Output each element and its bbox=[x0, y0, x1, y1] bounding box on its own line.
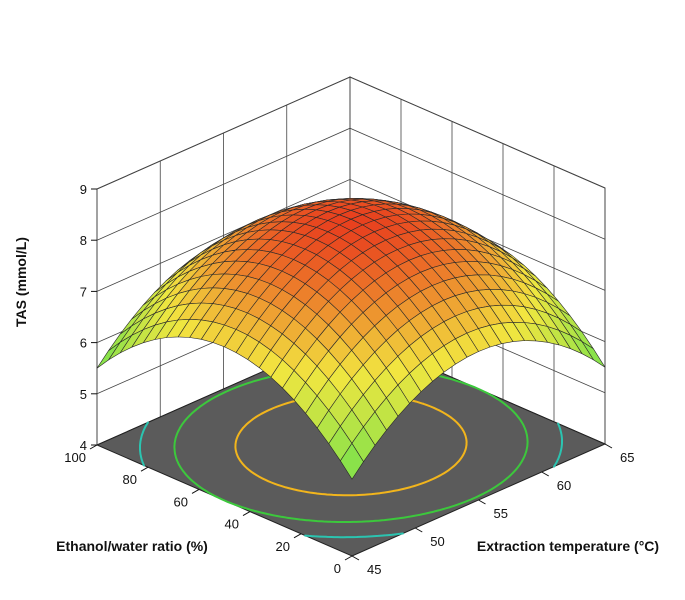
x-tick-label: 50 bbox=[430, 534, 444, 549]
x-tick-mark bbox=[351, 555, 360, 561]
x-axis-label: Extraction temperature (°C) bbox=[477, 538, 659, 554]
z-tick-label: 4 bbox=[80, 438, 87, 453]
y-tick-mark bbox=[293, 533, 302, 539]
x-tick-mark bbox=[478, 499, 486, 505]
y-tick-mark bbox=[344, 555, 353, 561]
x-tick-mark bbox=[415, 527, 423, 533]
y-axis-label: Ethanol/water ratio (%) bbox=[56, 538, 208, 554]
z-axis-label: TAS (mmol/L) bbox=[13, 237, 29, 327]
wall-grid-line bbox=[96, 76, 606, 190]
x-tick-mark bbox=[541, 471, 549, 477]
z-tick-label: 7 bbox=[80, 284, 87, 299]
z-tick-label: 8 bbox=[80, 233, 87, 248]
y-tick-mark bbox=[242, 511, 251, 517]
y-tick-label: 0 bbox=[334, 561, 341, 576]
x-tick-label: 45 bbox=[367, 562, 381, 577]
y-tick-label: 40 bbox=[225, 517, 239, 532]
y-tick-label: 80 bbox=[123, 472, 137, 487]
surface-cell bbox=[340, 442, 364, 480]
z-tick-label: 5 bbox=[80, 387, 87, 402]
x-tick-label: 60 bbox=[557, 478, 571, 493]
y-tick-label: 60 bbox=[174, 494, 188, 509]
wall-grid-line bbox=[96, 178, 606, 292]
wall-grid-line bbox=[96, 127, 606, 241]
y-tick-mark bbox=[140, 466, 149, 472]
x-tick-mark bbox=[604, 443, 613, 449]
y-tick-mark bbox=[191, 488, 200, 494]
y-tick-mark bbox=[89, 444, 98, 450]
response-surface bbox=[96, 198, 606, 480]
z-tick-label: 9 bbox=[80, 182, 87, 197]
z-tick-label: 6 bbox=[80, 336, 87, 351]
y-tick-label: 100 bbox=[64, 450, 86, 465]
x-tick-label: 65 bbox=[620, 450, 634, 465]
x-tick-label: 55 bbox=[494, 506, 508, 521]
y-tick-label: 20 bbox=[276, 539, 290, 554]
